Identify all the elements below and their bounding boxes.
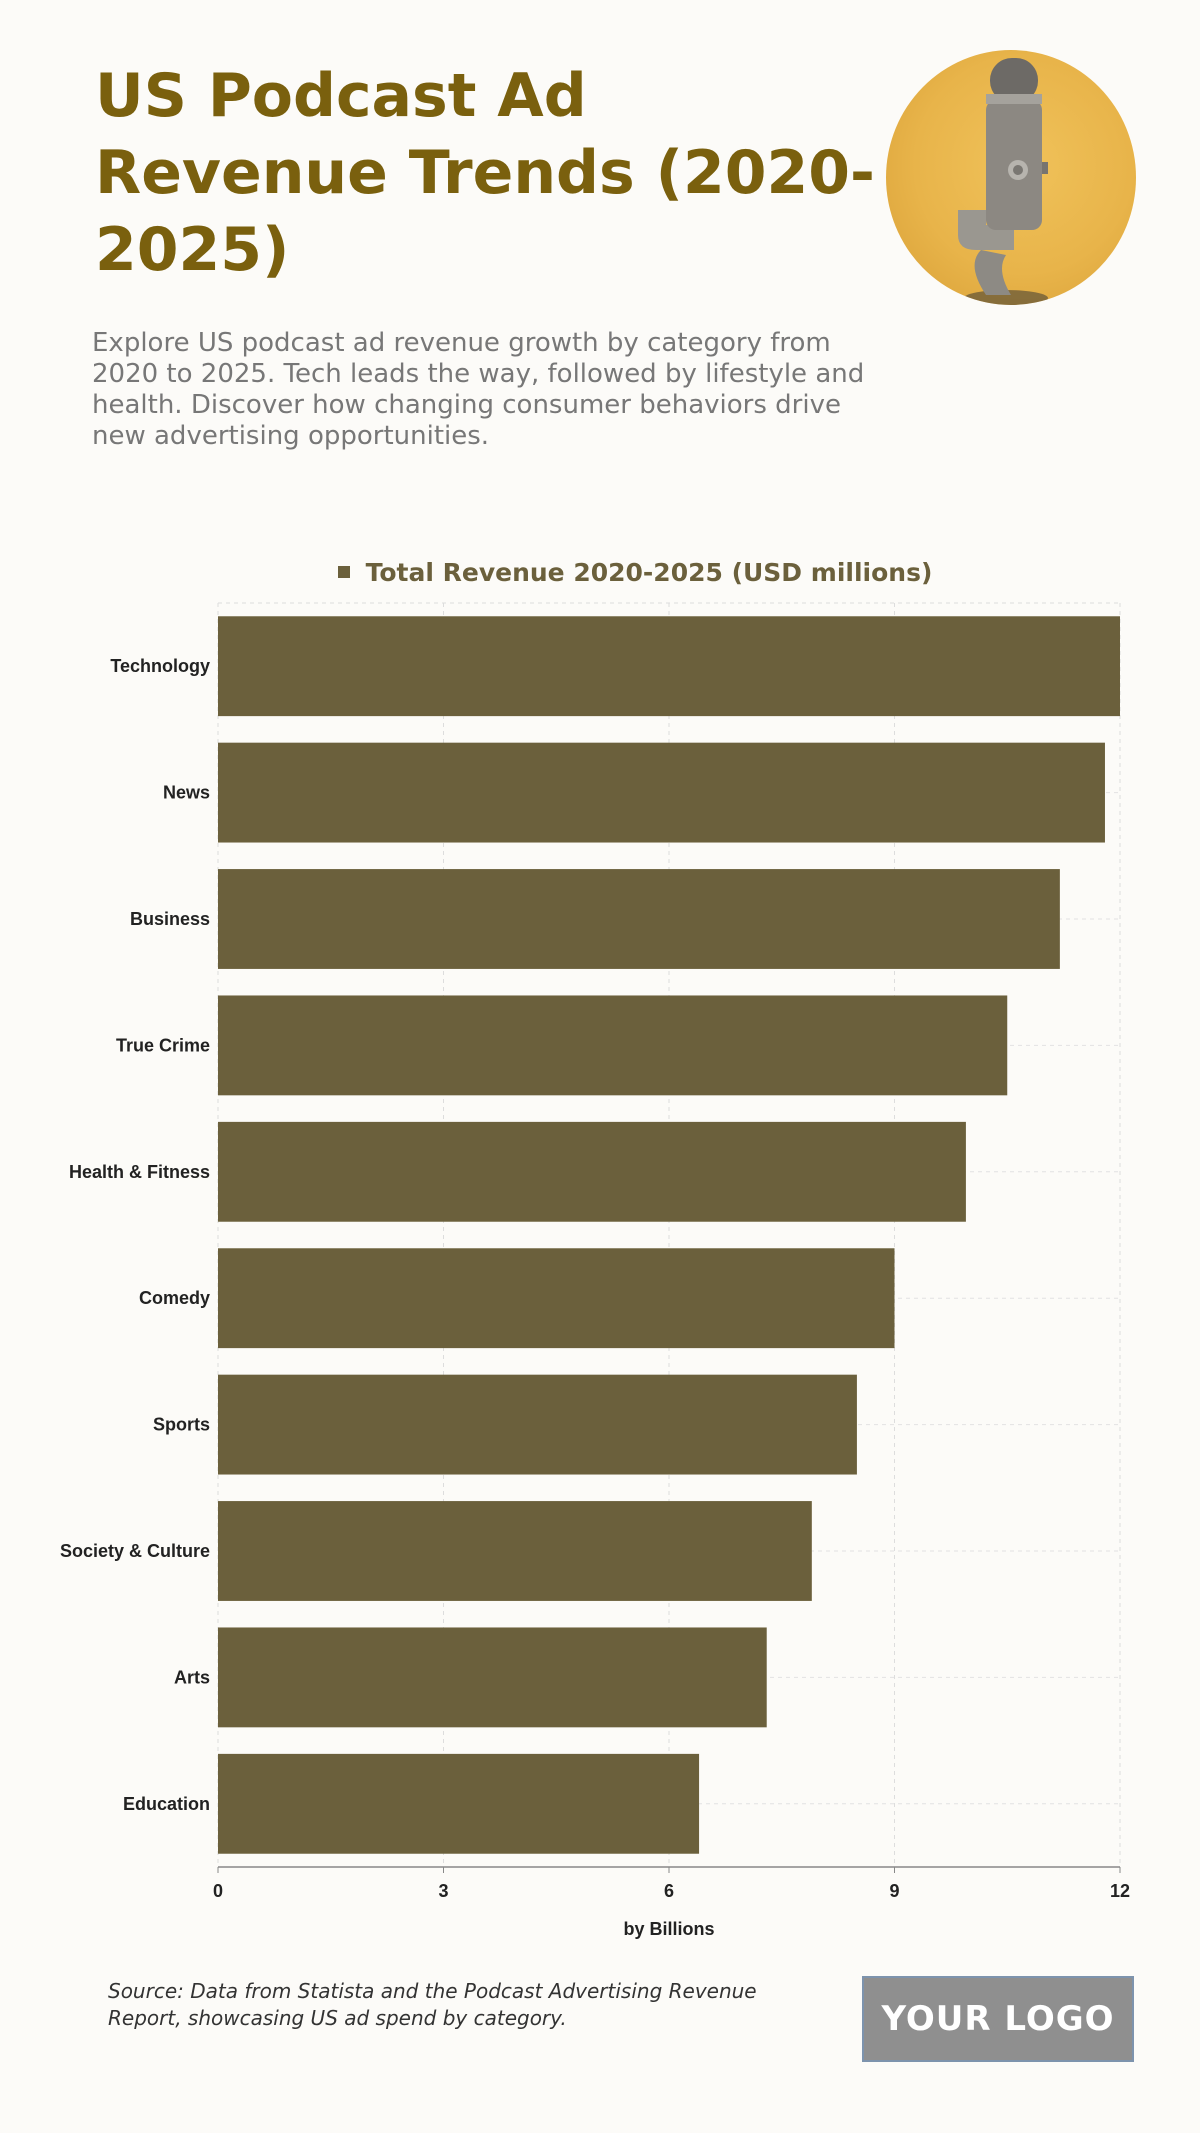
bar-business	[218, 869, 1060, 969]
category-label: Society & Culture	[60, 1541, 210, 1561]
bar-comedy	[218, 1248, 895, 1349]
category-label: Technology	[110, 656, 210, 676]
category-label: Arts	[174, 1667, 210, 1687]
bar-news	[218, 742, 1105, 843]
chart-legend: Total Revenue 2020-2025 (USD millions)	[35, 552, 1200, 592]
x-tick-label: 6	[664, 1881, 674, 1901]
microphone-icon	[958, 58, 1048, 305]
x-tick-label: 12	[1110, 1881, 1130, 1901]
x-axis-label: by Billions	[623, 1919, 714, 1939]
page-description: Explore US podcast ad revenue growth by …	[92, 328, 865, 451]
bar-technology	[218, 616, 1120, 717]
legend-swatch	[337, 566, 350, 578]
category-label: Education	[123, 1794, 210, 1814]
bar-health-fitness	[218, 1121, 966, 1222]
bar-true-crime	[218, 995, 1008, 1096]
category-label: True Crime	[116, 1035, 210, 1055]
bar-chart: Technology News Business True Crime Health &…	[60, 602, 1130, 1939]
x-tick-label: 0	[213, 1881, 223, 1901]
bar-sports	[218, 1374, 857, 1475]
category-label: News	[163, 783, 210, 803]
page-title: US Podcast Ad Revenue Trends (2020-2025)	[95, 61, 875, 285]
category-label: Sports	[153, 1415, 210, 1435]
category-label: Health & Fitness	[69, 1162, 210, 1182]
category-label: Comedy	[139, 1288, 210, 1308]
microphone-photo	[886, 50, 1136, 305]
bar-education	[218, 1753, 700, 1854]
x-tick-label: 9	[889, 1881, 899, 1901]
x-tick-label: 3	[438, 1881, 448, 1901]
logo-placeholder: YOUR LOGO	[862, 1976, 1134, 2062]
legend-label: Total Revenue 2020-2025 (USD millions)	[365, 557, 933, 587]
source-note: Source: Data from Statista and the Podca…	[108, 1979, 757, 2030]
bar-arts	[218, 1627, 767, 1728]
category-label: Business	[130, 909, 210, 929]
bar-society-culture	[218, 1501, 812, 1601]
